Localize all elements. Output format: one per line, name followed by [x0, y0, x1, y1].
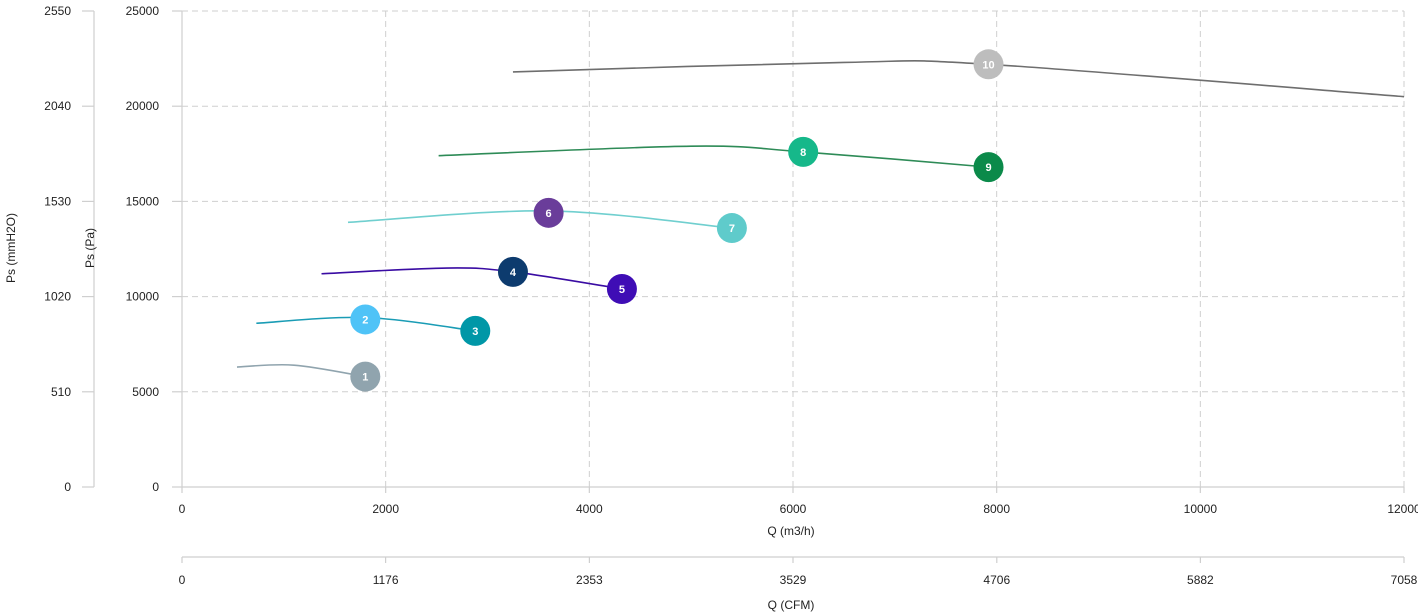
- marker-label-1: 1: [362, 372, 368, 384]
- series-line-3: [321, 267, 623, 290]
- marker-label-10: 10: [982, 59, 994, 71]
- x-tick-label: 8000: [983, 502, 1010, 516]
- x2-tick-label: 3529: [780, 573, 807, 587]
- series-line-5: [438, 145, 989, 168]
- marker-label-3: 3: [472, 326, 478, 338]
- marker-label-2: 2: [362, 314, 368, 326]
- x2-tick-label: 1176: [373, 573, 399, 587]
- marker-label-9: 9: [985, 162, 991, 174]
- y-tick-label: 10000: [126, 290, 160, 304]
- x-tick-label: 4000: [576, 502, 603, 516]
- marker-label-4: 4: [510, 267, 517, 279]
- x-axis-title-primary: Q (m3/h): [767, 524, 814, 538]
- marker-4: [497, 256, 528, 287]
- y-tick-label: 15000: [126, 194, 160, 208]
- marker-label-7: 7: [729, 223, 735, 235]
- y2-tick-label: 1020: [44, 290, 71, 304]
- x-axis-title-secondary: Q (CFM): [768, 598, 815, 612]
- performance-curves: [236, 59, 1405, 378]
- marker-6: [533, 197, 564, 228]
- marker-label-5: 5: [619, 284, 625, 296]
- grid: [182, 10, 1405, 487]
- x2-tick-label: 0: [179, 573, 186, 587]
- y2-tick-label: 2040: [44, 99, 71, 113]
- y-axis-title-secondary: Ps (mmH2O): [4, 213, 18, 283]
- y2-tick-label: 2550: [44, 4, 71, 18]
- marker-1: [350, 361, 381, 392]
- marker-9: [973, 152, 1004, 183]
- y2-tick-label: 0: [64, 480, 71, 494]
- marker-10: [973, 49, 1004, 80]
- marker-5: [606, 273, 637, 304]
- x-tick-label: 12000: [1387, 502, 1418, 516]
- marker-3: [460, 315, 491, 346]
- y-axis-title-primary: Ps (Pa): [83, 228, 97, 268]
- y2-tick-label: 510: [51, 385, 71, 399]
- marker-label-8: 8: [800, 147, 806, 159]
- operating-point-markers: 1 2 3 4 5 6 7 8 9 10: [350, 49, 1004, 392]
- x-tick-label: 10000: [1184, 502, 1218, 516]
- series-line-1: [236, 363, 366, 378]
- y-tick-label: 25000: [126, 4, 160, 18]
- series-line-6: [512, 59, 1405, 98]
- x2-tick-label: 5882: [1187, 573, 1214, 587]
- x2-tick-label: 2353: [576, 573, 603, 587]
- y-tick-label: 5000: [132, 385, 159, 399]
- x2-tick-label: 7058: [1391, 573, 1418, 587]
- y-tick-label: 20000: [126, 99, 160, 113]
- x-tick-label: 6000: [780, 502, 807, 516]
- y-tick-label: 0: [152, 480, 159, 494]
- marker-8: [788, 136, 819, 167]
- x-tick-label: 0: [179, 502, 186, 516]
- marker-2: [350, 304, 381, 335]
- x-tick-label: 2000: [372, 502, 399, 516]
- x2-tick-label: 4706: [983, 573, 1010, 587]
- marker-label-6: 6: [546, 208, 552, 220]
- axes: 0500010000150002000025000051010201530204…: [44, 4, 1418, 587]
- marker-7: [716, 213, 747, 244]
- y2-tick-label: 1530: [44, 194, 71, 208]
